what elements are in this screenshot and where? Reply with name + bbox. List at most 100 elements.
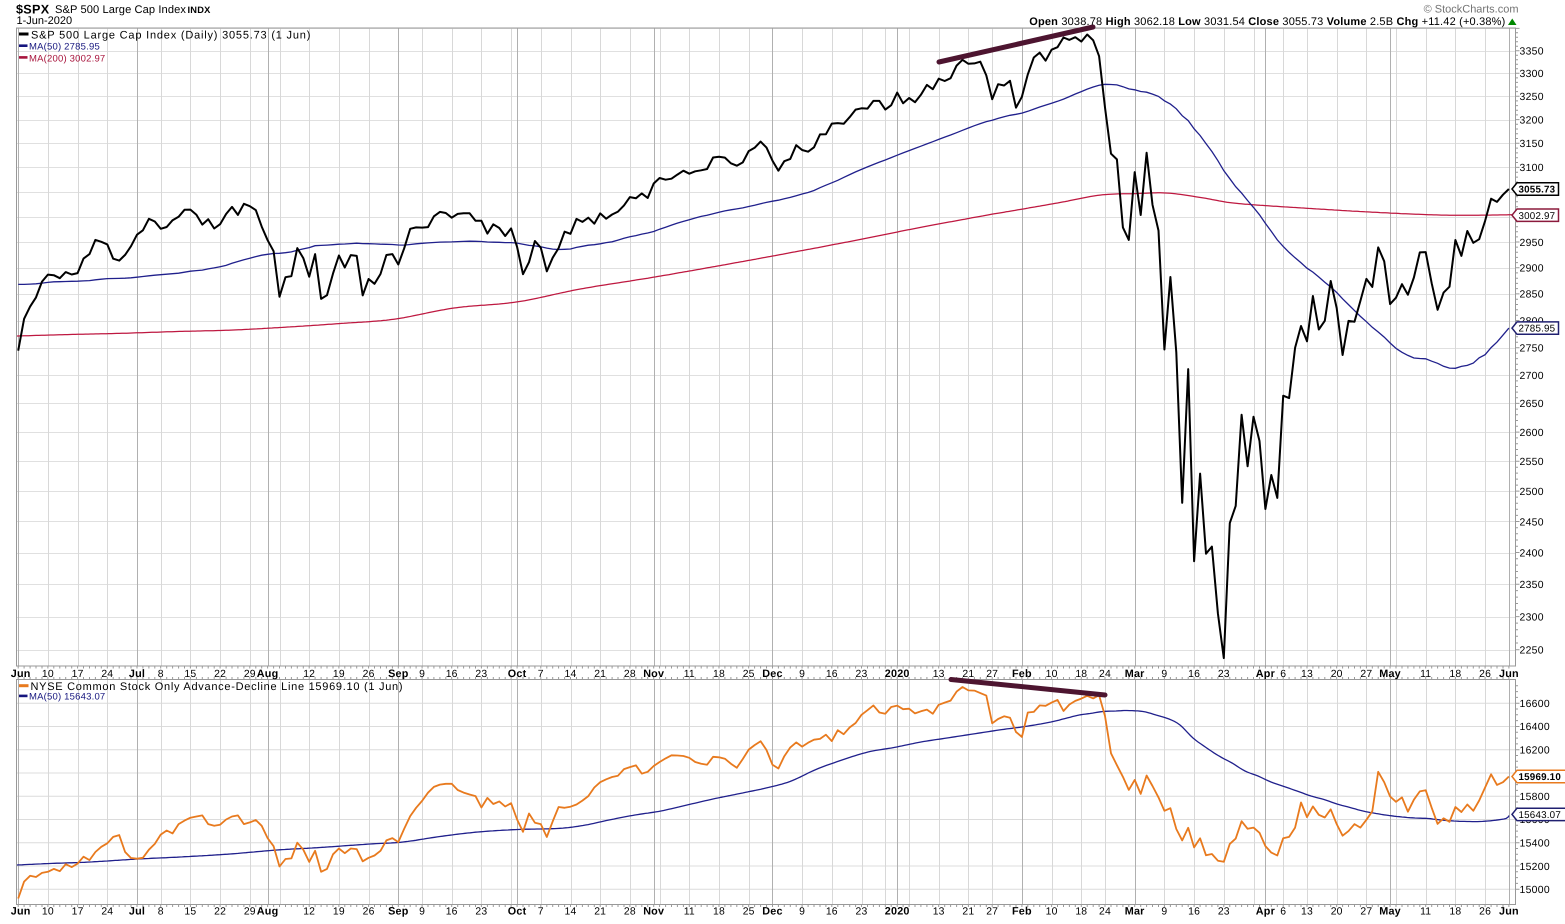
- svg-text:29: 29: [244, 907, 256, 918]
- svg-text:18: 18: [1449, 907, 1461, 918]
- svg-text:16: 16: [1188, 669, 1200, 680]
- svg-text:24: 24: [101, 907, 113, 918]
- svg-text:20: 20: [1331, 669, 1343, 680]
- svg-text:23: 23: [856, 669, 868, 680]
- svg-text:Aug: Aug: [257, 906, 279, 918]
- svg-text:18: 18: [1449, 669, 1461, 680]
- svg-text:3002.97: 3002.97: [1519, 211, 1556, 222]
- svg-text:27: 27: [1360, 907, 1372, 918]
- svg-text:23: 23: [475, 669, 487, 680]
- svg-text:24: 24: [1099, 907, 1111, 918]
- svg-text:MA(50) 2785.95: MA(50) 2785.95: [29, 42, 100, 53]
- svg-text:29: 29: [244, 669, 256, 680]
- svg-text:16: 16: [826, 907, 838, 918]
- svg-text:14: 14: [565, 669, 577, 680]
- svg-text:9: 9: [799, 669, 805, 680]
- svg-text:16: 16: [446, 907, 458, 918]
- svg-text:17: 17: [72, 907, 84, 918]
- svg-text:22: 22: [214, 669, 226, 680]
- svg-text:S&P 500 Large Cap Index: S&P 500 Large Cap Index: [55, 4, 186, 16]
- svg-text:Nov: Nov: [643, 668, 664, 680]
- svg-text:13: 13: [1301, 907, 1313, 918]
- svg-text:NYSE Common Stock Only Advance: NYSE Common Stock Only Advance-Decline L…: [31, 681, 404, 693]
- svg-text:2400: 2400: [1520, 548, 1544, 559]
- svg-text:14: 14: [565, 907, 577, 918]
- svg-text:Feb: Feb: [1012, 668, 1032, 680]
- svg-text:3055.73: 3055.73: [1519, 185, 1556, 196]
- svg-text:8: 8: [158, 669, 164, 680]
- svg-text:MA(50) 15643.07: MA(50) 15643.07: [29, 692, 105, 703]
- svg-text:26: 26: [363, 669, 375, 680]
- svg-text:Jun: Jun: [11, 906, 31, 918]
- svg-text:9: 9: [419, 907, 425, 918]
- svg-text:13: 13: [933, 907, 945, 918]
- svg-text:15: 15: [184, 669, 196, 680]
- svg-text:27: 27: [1360, 669, 1372, 680]
- svg-text:11: 11: [684, 907, 695, 918]
- svg-text:May: May: [1379, 906, 1401, 918]
- svg-text:15800: 15800: [1520, 792, 1550, 803]
- svg-text:16400: 16400: [1520, 722, 1550, 733]
- svg-text:2900: 2900: [1520, 264, 1544, 275]
- svg-text:Open 3038.78 High 3062.18 Low: Open 3038.78 High 3062.18 Low 3031.54 Cl…: [1029, 16, 1505, 28]
- svg-text:28: 28: [624, 669, 636, 680]
- svg-text:21: 21: [594, 669, 606, 680]
- svg-text:19: 19: [333, 907, 345, 918]
- svg-text:2450: 2450: [1520, 517, 1544, 528]
- svg-text:2500: 2500: [1520, 487, 1544, 498]
- svg-text:9: 9: [1161, 907, 1167, 918]
- svg-text:INDX: INDX: [188, 5, 212, 15]
- svg-text:2650: 2650: [1520, 399, 1544, 410]
- svg-text:Jul: Jul: [129, 906, 145, 918]
- svg-text:7: 7: [538, 669, 544, 680]
- svg-text:© StockCharts.com: © StockCharts.com: [1424, 4, 1519, 16]
- svg-text:16: 16: [1188, 907, 1200, 918]
- svg-text:2700: 2700: [1520, 371, 1544, 382]
- svg-text:3200: 3200: [1520, 115, 1544, 126]
- svg-text:2950: 2950: [1520, 238, 1544, 249]
- svg-text:2785.95: 2785.95: [1519, 324, 1556, 335]
- svg-text:10: 10: [42, 669, 54, 680]
- svg-text:Jul: Jul: [129, 668, 145, 680]
- svg-text:11: 11: [684, 669, 695, 680]
- svg-text:2250: 2250: [1520, 646, 1544, 657]
- svg-text:MA(200) 3002.97: MA(200) 3002.97: [29, 53, 105, 64]
- svg-text:3100: 3100: [1520, 163, 1544, 174]
- svg-text:27: 27: [986, 907, 998, 918]
- svg-text:25: 25: [743, 669, 755, 680]
- svg-text:2350: 2350: [1520, 580, 1544, 591]
- svg-text:Feb: Feb: [1012, 906, 1032, 918]
- svg-text:2600: 2600: [1520, 428, 1544, 439]
- svg-text:Oct: Oct: [508, 668, 527, 680]
- svg-text:15400: 15400: [1520, 839, 1550, 850]
- svg-text:11: 11: [1420, 669, 1431, 680]
- svg-text:Nov: Nov: [643, 906, 664, 918]
- svg-text:Mar: Mar: [1125, 668, 1145, 680]
- svg-text:22: 22: [214, 907, 226, 918]
- svg-text:Jun: Jun: [1499, 906, 1519, 918]
- svg-text:3250: 3250: [1520, 92, 1544, 103]
- svg-text:10: 10: [1046, 907, 1058, 918]
- svg-text:Oct: Oct: [508, 906, 527, 918]
- svg-text:18: 18: [713, 907, 725, 918]
- svg-text:12: 12: [303, 669, 315, 680]
- svg-text:13: 13: [933, 669, 945, 680]
- svg-text:May: May: [1379, 668, 1401, 680]
- svg-text:15: 15: [184, 907, 196, 918]
- svg-text:Sep: Sep: [388, 906, 409, 918]
- svg-text:24: 24: [1099, 669, 1111, 680]
- svg-text:21: 21: [962, 907, 974, 918]
- svg-text:26: 26: [363, 907, 375, 918]
- svg-text:11: 11: [1420, 907, 1431, 918]
- svg-text:9: 9: [799, 907, 805, 918]
- svg-text:15969.10: 15969.10: [1519, 772, 1562, 783]
- svg-text:9: 9: [1161, 669, 1167, 680]
- svg-text:2550: 2550: [1520, 457, 1544, 468]
- svg-text:10: 10: [1046, 669, 1058, 680]
- svg-text:23: 23: [856, 907, 868, 918]
- svg-text:19: 19: [333, 669, 345, 680]
- svg-text:3150: 3150: [1520, 139, 1544, 150]
- svg-text:6: 6: [1280, 907, 1286, 918]
- svg-text:S&P 500 Large Cap Index (Daily: S&P 500 Large Cap Index (Daily) 3055.73 …: [31, 29, 311, 41]
- svg-text:Apr: Apr: [1256, 668, 1276, 680]
